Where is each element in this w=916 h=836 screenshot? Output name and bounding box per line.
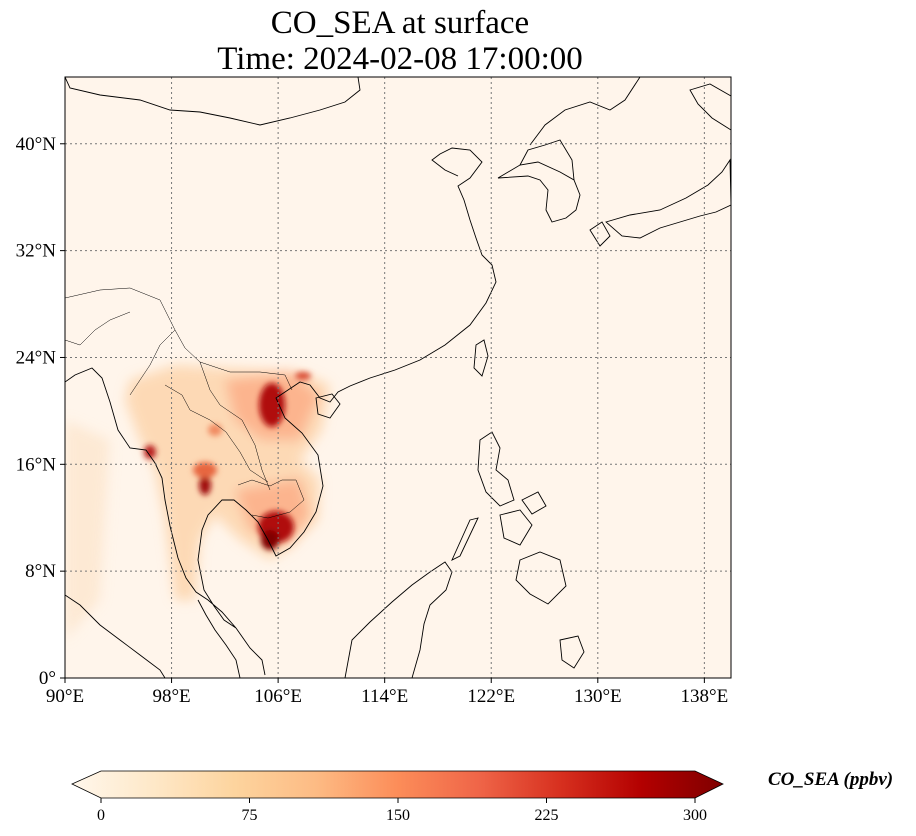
hotspot-thailand: [199, 475, 211, 495]
hotspot-bangkok: [193, 462, 217, 478]
coast-russia: [65, 77, 361, 126]
coast-japan-honshu: [605, 158, 731, 239]
lon-tick-label: 106°E: [254, 686, 302, 707]
coast-japan-kyushu: [589, 221, 611, 247]
map-frame: [64, 76, 732, 679]
coast-asia-mainland: [65, 147, 497, 676]
coast-korea: [497, 161, 581, 223]
coast-borneo: [344, 561, 453, 678]
coast-mindanao: [515, 551, 567, 605]
coast-taiwan: [473, 339, 489, 377]
coast-sumatra: [65, 594, 166, 678]
colorbar-tick-label: 150: [386, 807, 410, 824]
colorbar-tick-label: 300: [683, 807, 707, 824]
coast-hainan: [315, 393, 341, 419]
lat-tick-label: 32°N: [16, 241, 57, 262]
coast-korea-north: [519, 139, 575, 181]
coast-sulawesi: [559, 635, 585, 669]
coast-luzon: [477, 431, 515, 507]
colorbar-tick-label: 225: [535, 807, 559, 824]
coast-palawan: [451, 517, 479, 561]
coastlines: [65, 77, 731, 678]
co-concentration-field: [65, 365, 330, 640]
lon-tick-label: 98°E: [152, 686, 190, 707]
coast-japan-hokkaido: [689, 83, 731, 131]
colorbar-tick-label: 0: [97, 807, 105, 824]
lon-tick-label: 138°E: [681, 686, 729, 707]
colorbar-tick-label: 75: [242, 807, 258, 824]
plume-west: [65, 420, 110, 640]
hotspot-myanmar: [144, 445, 156, 459]
colorbar-ticks: 0 75 150 225 300: [97, 798, 707, 824]
lon-tick-label: 130°E: [574, 686, 622, 707]
hotspot-laos: [208, 424, 222, 436]
lat-tick-label: 0°: [39, 668, 56, 689]
map-title: CO_SEA at surface: [270, 5, 530, 41]
lat-tick-label: 16°N: [16, 454, 57, 475]
lon-tick-label: 122°E: [467, 686, 515, 707]
colorbar: 0 75 150 225 300: [71, 770, 724, 824]
hotspot-red-river: [259, 383, 285, 427]
lon-tick-label: 114°E: [361, 686, 408, 707]
lat-tick-label: 8°N: [25, 561, 56, 582]
hotspot-hainan: [295, 372, 311, 380]
graticule: [64, 77, 731, 679]
coast-malay-peninsula: [197, 599, 241, 678]
coast-philippines-central: [499, 491, 547, 546]
map-subtitle-time: Time: 2024-02-08 17:00:00: [217, 41, 583, 77]
colorbar-body: [71, 770, 724, 799]
lat-tick-label: 24°N: [16, 347, 57, 368]
latitude-tick-labels: 0° 8°N 16°N 24°N 32°N 40°N: [16, 134, 65, 689]
country-borders: [65, 287, 305, 519]
lat-tick-label: 40°N: [16, 134, 57, 155]
coast-russia-east: [529, 77, 641, 146]
lon-tick-label: 90°E: [46, 686, 84, 707]
colorbar-label: CO_SEA (ppbv): [768, 769, 894, 790]
longitude-tick-labels: 90°E 98°E 106°E 114°E 122°E 130°E 138°E: [46, 678, 728, 707]
